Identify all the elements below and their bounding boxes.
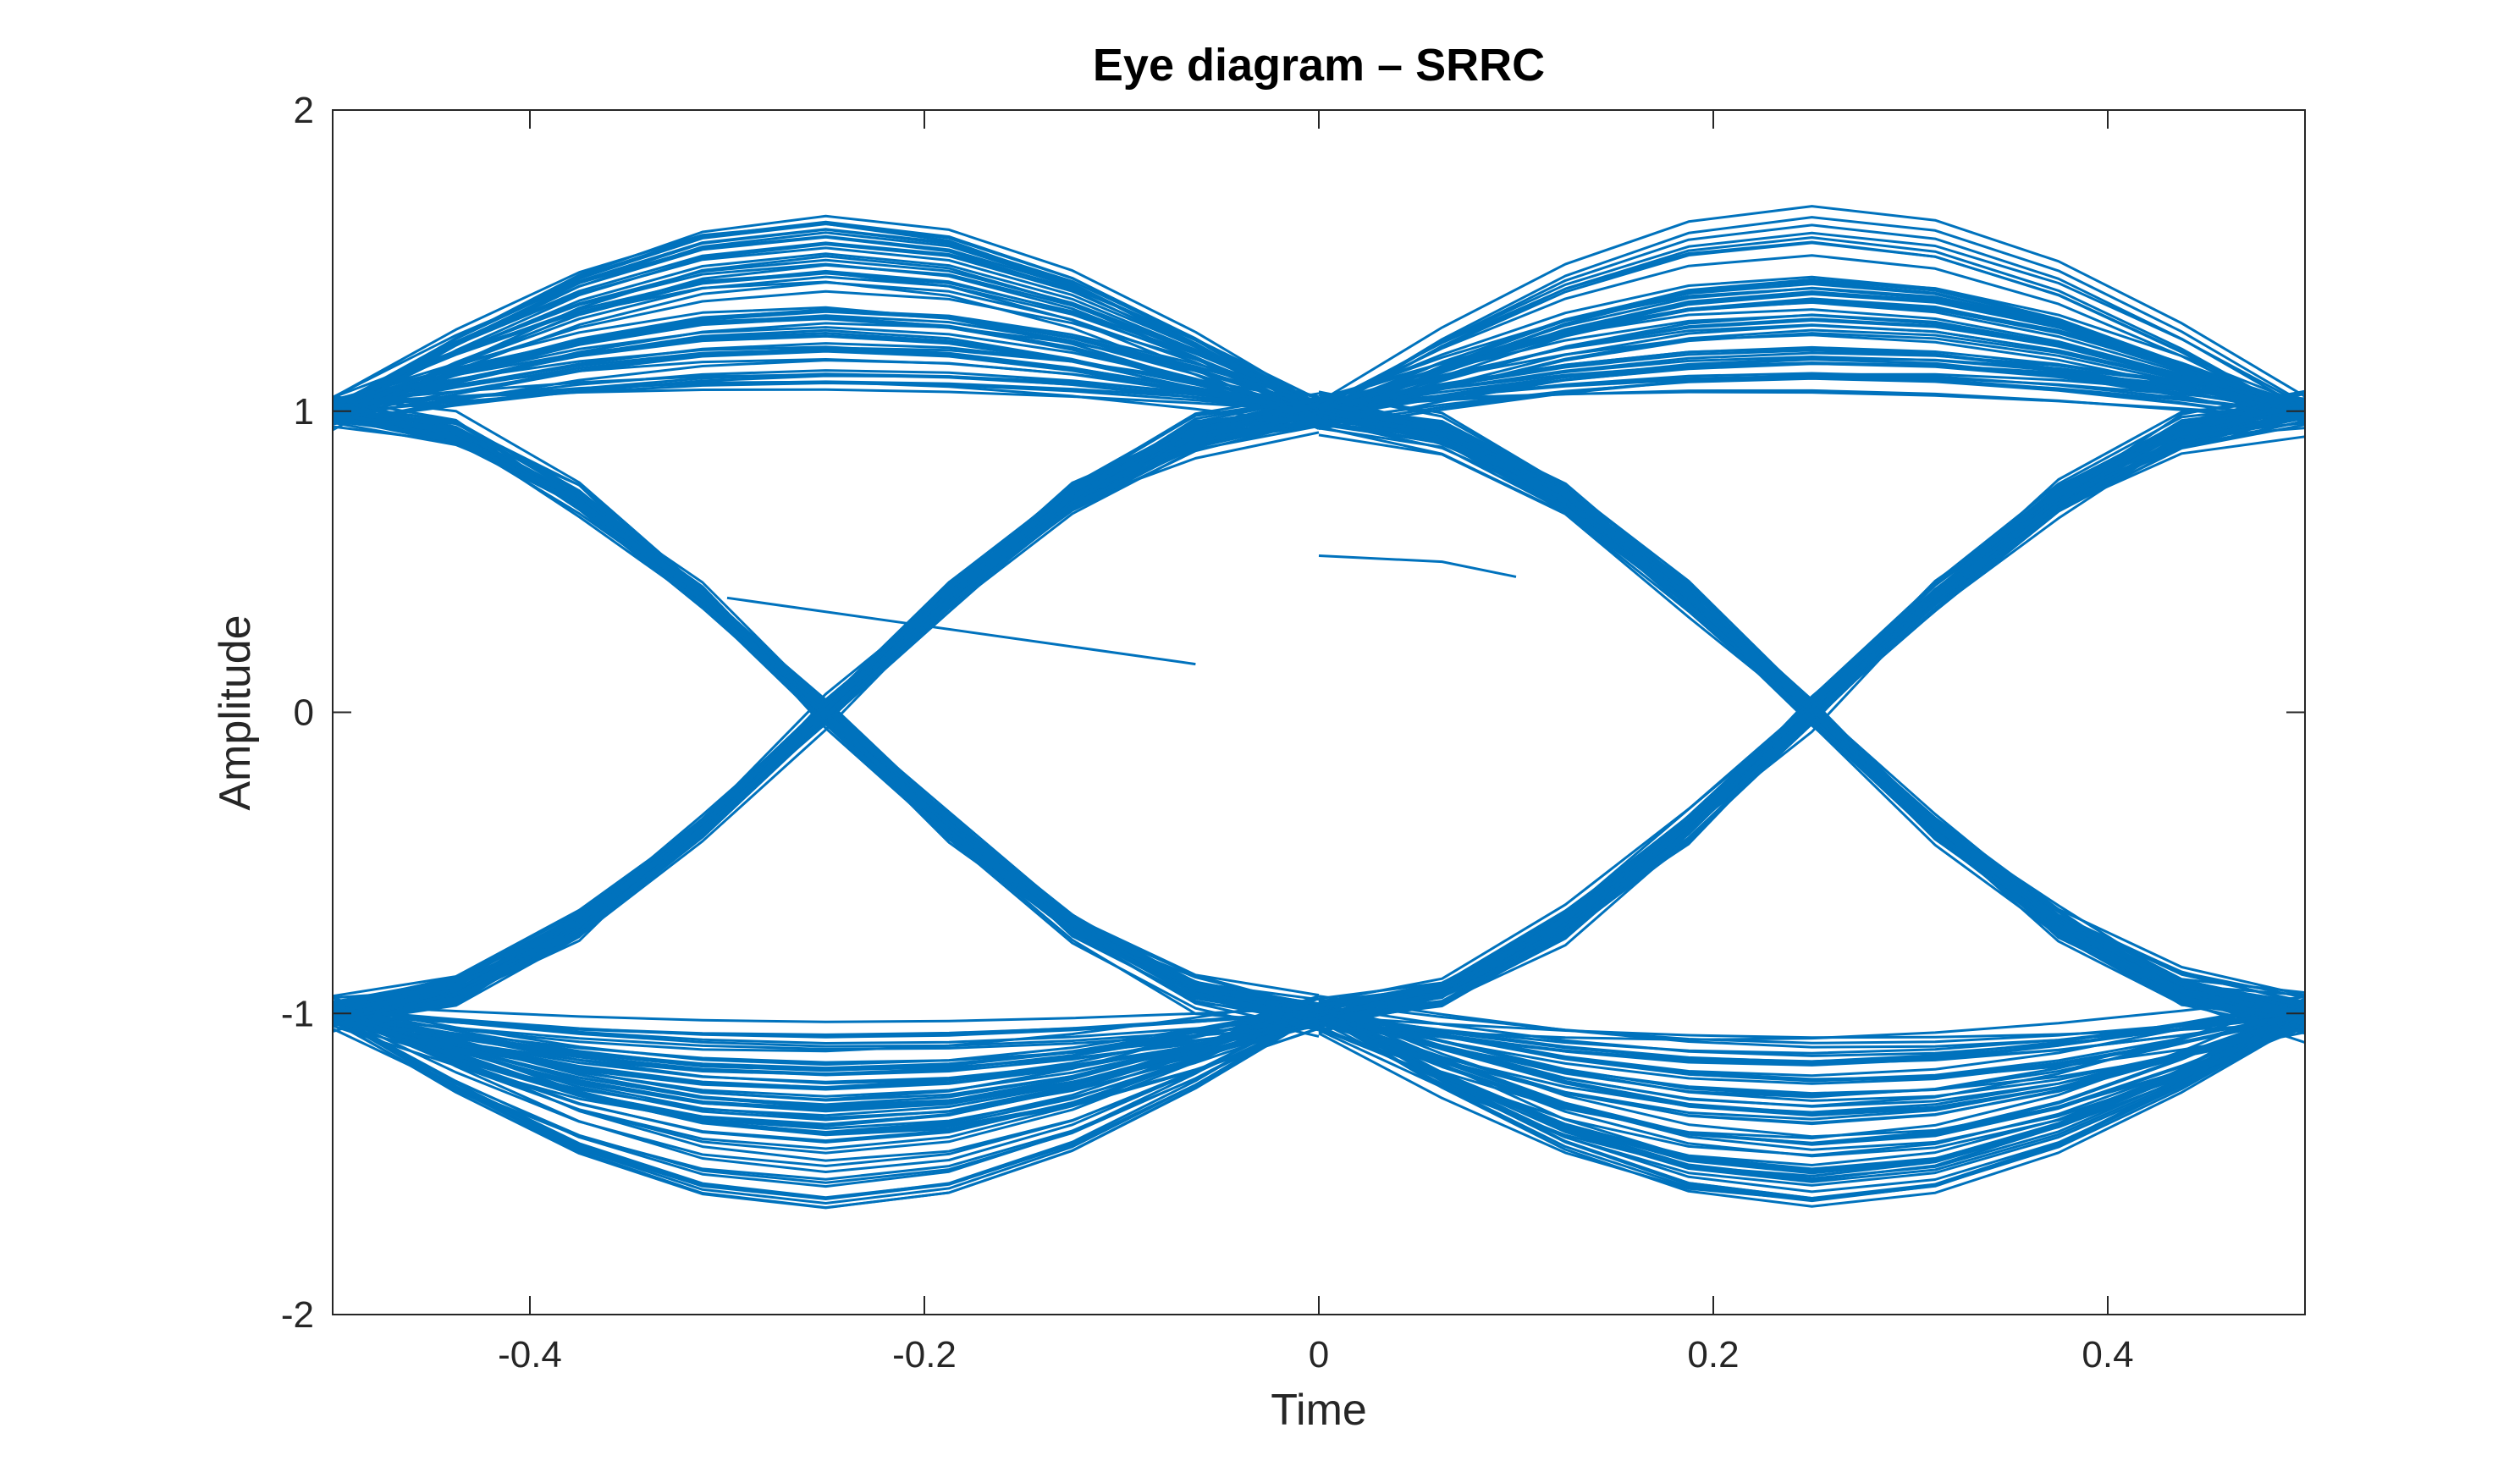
- eye-trace: [332, 236, 2306, 419]
- eye-trace: [332, 1001, 2306, 1184]
- eye-trace: [332, 414, 2306, 1177]
- eye-trace: [332, 1007, 2306, 1172]
- x-tick-label: -0.4: [498, 1334, 562, 1376]
- eye-trace: [332, 411, 2306, 1020]
- axes-box: [332, 109, 2306, 1315]
- eye-trace: [1318, 554, 1517, 578]
- y-axis-label: Amplitude: [211, 615, 260, 810]
- eye-trace: [332, 995, 2306, 1064]
- tick-labels: -0.4 -0.2 0 0.2 0.4 -2 -1 0 1 2: [281, 90, 2134, 1376]
- x-tick-label: 0.2: [1687, 1334, 1739, 1376]
- eye-trace: [332, 1007, 2306, 1114]
- x-tick-label: 0: [1309, 1334, 1329, 1376]
- axis-ticks: [333, 109, 2305, 1315]
- y-tick-label: 1: [294, 391, 314, 433]
- x-axis-label: Time: [1271, 1386, 1367, 1435]
- eye-trace: [332, 216, 2306, 420]
- eye-traces: [332, 205, 2306, 1210]
- eye-trace: [332, 287, 2306, 412]
- eye-trace: [332, 300, 2306, 1009]
- y-tick-label: 0: [294, 692, 314, 734]
- y-tick-label: 2: [294, 90, 314, 131]
- eye-trace: [726, 596, 1196, 666]
- eye-trace: [332, 1003, 2306, 1108]
- chart-title: Eye diagram – SRRC: [1093, 40, 1545, 91]
- eye-trace: [332, 1012, 2306, 1166]
- x-tick-label: 0.4: [2082, 1334, 2133, 1376]
- eye-trace: [332, 411, 2306, 1006]
- x-tick-label: -0.2: [892, 1334, 957, 1376]
- eye-trace: [332, 240, 2306, 421]
- eye-trace: [332, 241, 2306, 1014]
- eye-trace: [332, 1004, 2306, 1199]
- y-tick-label: -2: [281, 1294, 314, 1336]
- y-tick-label: -1: [281, 993, 314, 1034]
